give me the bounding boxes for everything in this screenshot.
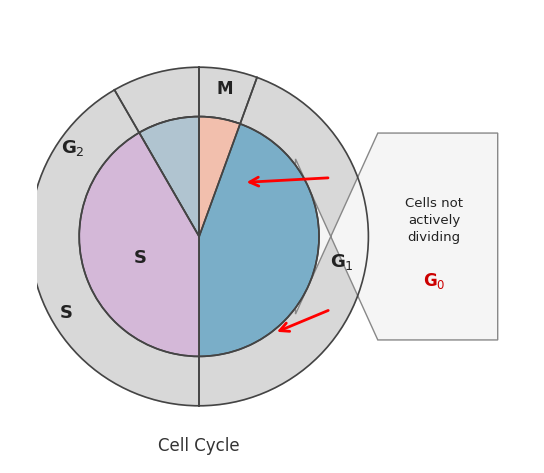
Text: G$_0$: G$_0$ <box>423 271 446 291</box>
Circle shape <box>79 116 319 357</box>
Wedge shape <box>199 116 240 236</box>
Circle shape <box>30 67 368 406</box>
Wedge shape <box>139 116 199 236</box>
Text: Cells not
actively
dividing: Cells not actively dividing <box>405 197 463 244</box>
Text: G$_2$: G$_2$ <box>60 138 84 158</box>
Text: S: S <box>134 249 147 267</box>
Text: M: M <box>217 80 233 98</box>
Wedge shape <box>139 116 319 357</box>
Text: Cell Cycle: Cell Cycle <box>158 437 240 455</box>
Polygon shape <box>295 133 498 340</box>
Text: S: S <box>60 304 73 322</box>
Text: G$_1$: G$_1$ <box>330 252 354 272</box>
Wedge shape <box>79 132 199 357</box>
